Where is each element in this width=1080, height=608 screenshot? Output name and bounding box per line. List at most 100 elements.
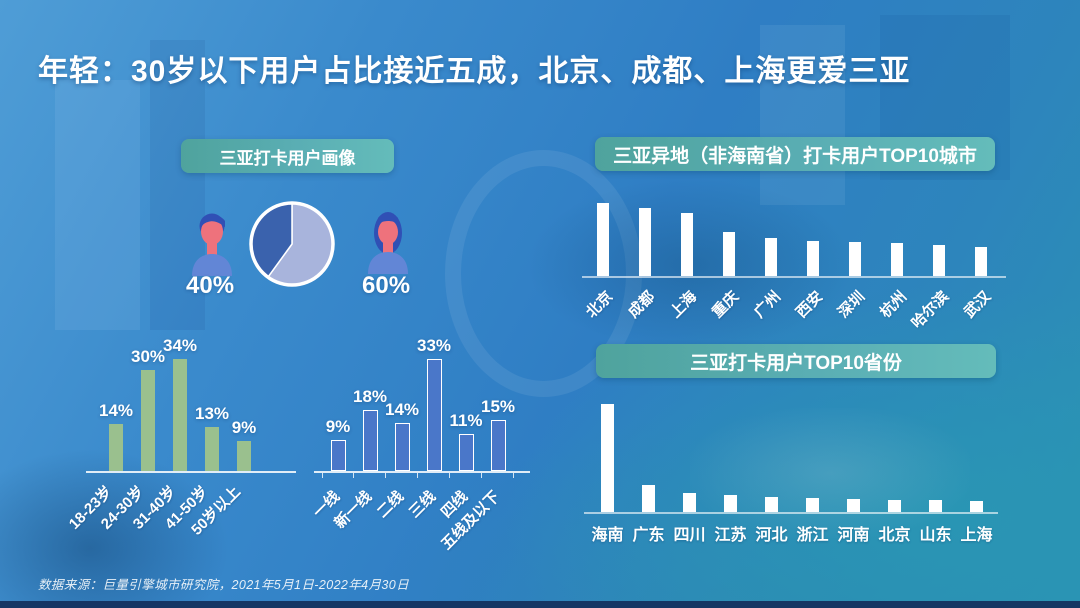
bar <box>765 497 778 512</box>
bar-column <box>792 200 834 276</box>
bar <box>458 434 474 471</box>
bar <box>490 420 506 471</box>
city-tier-chart: 9% 18% 14% 33% 11% 15% 一线 新一线 二线 三线 四线 五线及以下 <box>310 330 530 554</box>
category-label: 哈尔滨 <box>908 288 953 332</box>
bar <box>975 247 987 276</box>
bar <box>681 213 693 276</box>
bar <box>362 410 378 471</box>
category-label: 上海 <box>667 288 701 322</box>
tier-chart-ticks <box>314 473 530 478</box>
axis-tick <box>354 473 386 478</box>
female-percentage-label: 60% <box>362 272 411 299</box>
bar <box>849 242 861 276</box>
bg-building-silhouette <box>55 80 140 330</box>
category-label: 北京 <box>583 288 617 322</box>
category-label: 新一线 <box>331 488 376 532</box>
bar-value-label: 14% <box>384 400 420 419</box>
top10-provinces-chart: 海南 广东 四川 江苏 河北 浙江 河南 北京 山东 上海 <box>584 402 998 545</box>
category-label: 江苏 <box>714 527 747 544</box>
category-label: 成都 <box>625 288 659 322</box>
bar-column <box>710 402 751 512</box>
bottom-border-strip <box>0 601 1080 608</box>
bar-column <box>918 200 960 276</box>
bar-value-label: 14% <box>98 401 134 420</box>
bar <box>806 498 819 512</box>
badge-user-profile: 三亚打卡用户画像 <box>181 139 394 173</box>
gender-pie-chart <box>249 201 335 287</box>
category-label: 四川 <box>673 527 706 544</box>
bar <box>205 427 219 471</box>
bar-column: 9% <box>322 330 354 471</box>
bar-column <box>750 200 792 276</box>
bar-column: 14% <box>384 330 420 471</box>
bar <box>724 495 737 512</box>
bar-column <box>956 402 997 512</box>
provinces-chart-bars <box>584 402 998 512</box>
bar-column <box>834 200 876 276</box>
cities-chart-axis <box>582 276 1006 278</box>
bar <box>394 423 410 471</box>
bar <box>929 500 942 512</box>
bar-column <box>915 402 956 512</box>
bar-column <box>582 200 624 276</box>
bar-value-label: 33% <box>416 336 452 355</box>
bar-column: 18% <box>353 330 387 471</box>
bar-column <box>751 402 792 512</box>
cities-chart-bars <box>582 200 1006 276</box>
bar <box>970 501 983 512</box>
tier-chart-axis <box>314 471 530 473</box>
category-label: 广东 <box>632 527 665 544</box>
category-label: 重庆 <box>709 288 743 322</box>
bar-column <box>587 402 628 512</box>
axis-tick <box>322 473 354 478</box>
bar <box>109 424 123 471</box>
age-chart-labels: 18-23岁 24-30岁 31-40岁 41-50岁 50岁以上 <box>66 473 296 545</box>
category-label: 二线 <box>374 488 408 522</box>
male-percentage-label: 40% <box>186 272 235 299</box>
age-chart-bars: 14% 30% 34% 13% 9% <box>86 336 296 471</box>
provinces-chart-labels: 海南 广东 四川 江苏 河北 浙江 河南 北京 山东 上海 <box>584 514 998 545</box>
pie-outer-ring <box>249 201 335 287</box>
bar-column: 34% <box>162 336 198 471</box>
badge-top10-provinces: 三亚打卡用户TOP10省份 <box>596 344 996 378</box>
bar-column <box>669 402 710 512</box>
axis-tick <box>450 473 482 478</box>
axis-tick <box>418 473 450 478</box>
bar-column <box>708 200 750 276</box>
bar-column <box>833 402 874 512</box>
bar <box>141 370 155 471</box>
bar-value-label: 34% <box>162 336 198 355</box>
bar-value-label: 11% <box>449 411 483 430</box>
bar-column: 13% <box>195 336 229 471</box>
bar-column <box>874 402 915 512</box>
bar <box>723 232 735 276</box>
axis-tick <box>386 473 418 478</box>
bar <box>683 493 696 512</box>
bar-column <box>624 200 666 276</box>
bar-column: 15% <box>481 330 515 471</box>
page-title: 年轻：30岁以下用户占比接近五成，北京、成都、上海更爱三亚 <box>38 55 911 88</box>
category-label: 河南 <box>837 527 870 544</box>
bar <box>642 485 655 512</box>
badge-top10-provinces-label: 三亚打卡用户TOP10省份 <box>690 352 902 374</box>
bar-column <box>876 200 918 276</box>
category-label: 五线及以下 <box>438 488 504 554</box>
bar-column: 33% <box>416 330 452 471</box>
data-source-note: 数据来源：巨量引擎城市研究院，2021年5月1日-2022年4月30日 <box>38 578 410 592</box>
top10-cities-chart: 北京 成都 上海 重庆 广州 西安 深圳 杭州 哈尔滨 武汉 <box>582 200 1006 336</box>
age-chart-axis <box>86 471 296 473</box>
cities-chart-labels: 北京 成都 上海 重庆 广州 西安 深圳 杭州 哈尔滨 武汉 <box>582 278 1006 336</box>
badge-top10-cities-label: 三亚异地（非海南省）打卡用户TOP10城市 <box>613 145 977 167</box>
bar <box>639 208 651 276</box>
bar-value-label: 9% <box>325 417 351 436</box>
bar <box>888 500 901 512</box>
bar <box>765 238 777 276</box>
category-label: 广州 <box>751 288 785 322</box>
bar <box>891 243 903 276</box>
category-label: 50岁以上 <box>187 483 244 539</box>
bar <box>807 241 819 276</box>
bar <box>601 404 614 512</box>
bar <box>597 203 609 276</box>
category-label: 上海 <box>960 527 993 544</box>
